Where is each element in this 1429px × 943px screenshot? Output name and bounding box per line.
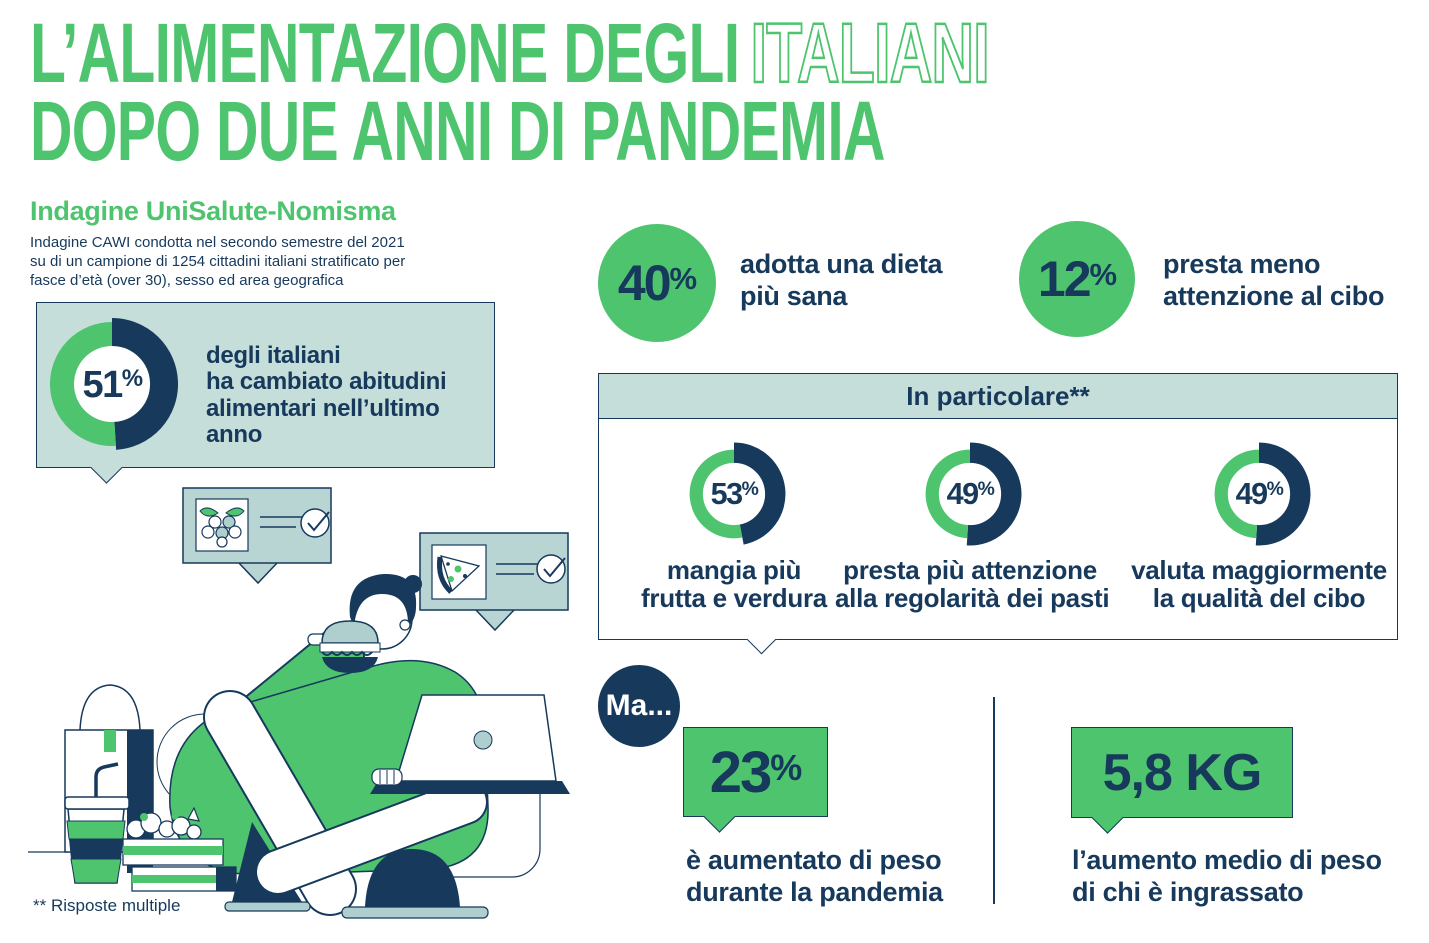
stat-label-avg-weight-gain: l’aumento medio di peso di chi è ingrass… [1072,845,1382,908]
label-line: alimentari nell’ultimo anno [206,394,440,449]
label-line: alla regolarità dei pasti [835,583,1110,614]
speech-bubble-pizza [419,532,569,632]
stat-value-12: 12% [1037,250,1118,308]
bubble-avg-weight-gain: 5,8 KG [1071,727,1293,818]
group-box-title: In particolare** [599,374,1397,419]
donut-unit: % [978,478,995,500]
footnote-multiple-answers: ** Risposte multiple [33,896,181,915]
methodology-note: Indagine CAWI condotta nel secondo semes… [30,233,405,291]
bubble-gained-weight: 23% [683,727,828,817]
label-line: degli italiani [206,342,341,369]
label-line: valuta maggiormente [1131,555,1387,585]
donut-value: 53 [711,477,742,511]
stat-value-40: 40% [617,254,698,312]
label-line: la qualità del cibo [1152,583,1366,614]
label-line: ha cambiato abitudini [206,368,447,396]
methodology-line: su di un campione di 1254 cittadini ital… [30,253,406,271]
donut-col-meal-regularity: 49% presta più attenzione alla regolarit… [835,442,1110,612]
svg-text:53%: 53% [711,477,759,511]
stat-label-healthier-diet: adotta una dieta più sana [740,249,943,312]
ma-label: Ma... [605,689,673,722]
stat-box-changed-habits: 51% degli italiani ha cambiato abitudini… [36,302,495,468]
stat-number: 23 [709,739,772,805]
takeaway-food [28,684,237,892]
donut-value: 51 [82,364,123,406]
stat-unit: % [770,746,802,788]
checkmark-icon [536,554,566,584]
stat-number: 12 [1037,251,1092,307]
stat-number: 40 [617,255,672,311]
label-line: presta meno [1163,249,1321,279]
donut-col-fruit-veg: 53% mangia più frutta e verdura [599,442,869,612]
raspberry-icon [199,507,245,548]
svg-text:49%: 49% [947,477,995,511]
methodology-line: fasce d’età (over 30), sesso ed area geo… [30,272,344,290]
in-particolare-box: In particolare** 53% mangia più frutta e… [598,373,1398,640]
donut-49a: 49% [925,442,1022,546]
methodology-line: Indagine CAWI condotta nel secondo semes… [30,234,405,251]
svg-text:51%: 51% [82,364,142,406]
survey-subtitle: Indagine UniSalute-Nomisma [30,196,396,226]
checkmark-icon [300,508,330,538]
label-line: l’aumento medio di peso [1072,845,1382,875]
donut-51: 51% [50,318,178,450]
stat-circle-less-attention: 12% [1019,221,1135,337]
label-line: adotta una dieta [740,249,943,279]
stat-unit: % [669,261,698,296]
label-line: più sana [740,280,848,311]
label-line: è aumentato di peso [686,845,942,875]
donut-value: 49 [1236,477,1267,511]
title-line-2: DOPO DUE ANNI DI PANDEMIA [30,84,885,179]
donut-label-meal-regularity: presta più attenzione alla regolarità de… [835,555,1110,612]
stat-unit: % [1089,257,1118,292]
donut-unit: % [122,365,143,392]
donut-49b: 49% [1214,442,1311,546]
person-illustration [156,573,570,919]
label-line: durante la pandemia [686,876,943,907]
donut-value: 49 [947,477,978,511]
title-line1-solid: L’ALIMENTAZIONE DEGLI [30,6,740,100]
burger-icon [307,620,381,673]
speech-bubble-raspberry [182,487,332,585]
label-line: presta più attenzione [843,555,1097,585]
label-line: frutta e verdura [641,583,827,614]
vertical-divider [993,697,995,904]
label-line: di chi è ingrassato [1072,876,1304,907]
donut-label-food-quality: valuta maggiormente la qualità del cibo [1124,556,1394,612]
stat-circle-healthier-diet: 40% [598,224,716,342]
donut-col-food-quality: 49% valuta maggiormente la qualità del c… [1124,442,1394,612]
stat-label-less-attention: presta meno attenzione al cibo [1163,249,1384,312]
donut-unit: % [1267,478,1284,500]
title-line-1: L’ALIMENTAZIONE DEGLI ITALIANI [30,10,990,97]
stat-value-58kg: 5,8 KG [1102,743,1263,802]
stat-label-changed-habits: degli italiani ha cambiato abitudini ali… [206,342,494,449]
label-line: mangia più [666,555,802,585]
label-line: attenzione al cibo [1163,280,1385,311]
title-line1-outline: ITALIANI [750,6,991,100]
donut-53: 53% [689,442,786,545]
stat-value-23: 23% [709,739,803,806]
laptop-icon [370,694,570,794]
vegetable-crate-icon [122,806,237,892]
drink-cup-icon [64,762,130,884]
donut-label-fruit-veg: mangia più frutta e verdura [599,556,869,612]
donut-unit: % [742,478,759,500]
page-title: L’ALIMENTAZIONE DEGLI ITALIANI DOPO DUE A… [30,10,1400,179]
pizza-slice-icon [437,555,481,594]
svg-text:49%: 49% [1236,477,1284,511]
ma-badge: Ma... [598,665,680,747]
stat-label-gained-weight: è aumentato di peso durante la pandemia [686,845,943,908]
illustration-person-eating [28,487,570,919]
donut-chart-changed-habits: 51% [46,318,178,450]
